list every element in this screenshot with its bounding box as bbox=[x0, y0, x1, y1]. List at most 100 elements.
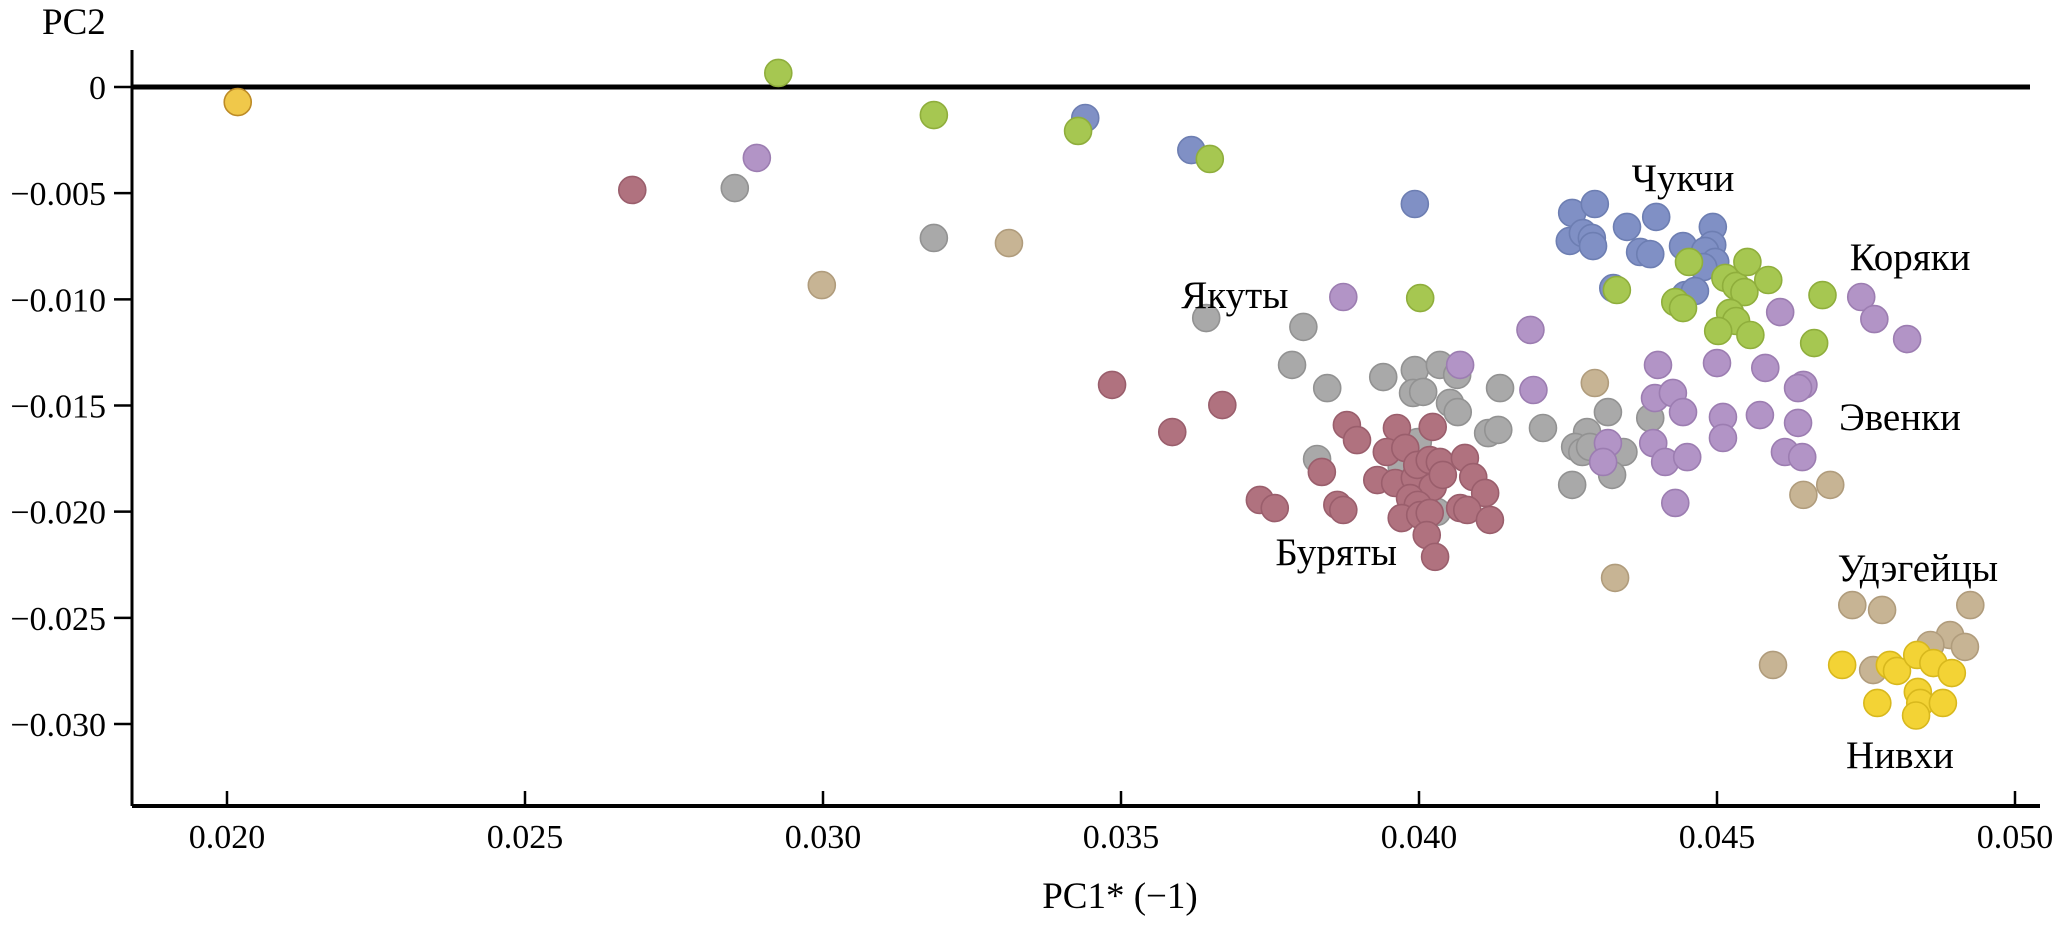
data-point-Коряки bbox=[1808, 280, 1837, 310]
series-Коряки bbox=[763, 58, 1837, 358]
y-tick-label: −0.005 bbox=[10, 176, 106, 213]
data-point-Нивхи bbox=[1863, 688, 1892, 718]
data-point-Эвенки bbox=[1516, 315, 1545, 345]
data-point-Буряты bbox=[1097, 370, 1127, 400]
data-point-Эвенки bbox=[1765, 297, 1795, 327]
data-point-Нивхи bbox=[1937, 658, 1967, 688]
data-point-Эвенки bbox=[1860, 304, 1889, 334]
data-point-Коряки bbox=[1602, 275, 1632, 305]
series-Удэгейцы bbox=[807, 228, 1985, 685]
data-point-Якуты bbox=[919, 223, 949, 253]
data-point-Эвенки bbox=[1672, 442, 1702, 472]
data-point-Коряки bbox=[1674, 247, 1704, 277]
series-Якуты bbox=[720, 173, 1665, 527]
data-point-Эвенки bbox=[1329, 282, 1358, 312]
series-outlier-orange bbox=[223, 87, 253, 117]
data-point-Якуты bbox=[1368, 362, 1398, 392]
x-tick-label: 0.025 bbox=[487, 819, 564, 856]
cluster-label-Удэгейцы: Удэгейцы bbox=[1838, 547, 1998, 590]
data-point-Эвенки bbox=[1787, 442, 1817, 472]
data-point-Эвенки bbox=[1519, 375, 1548, 405]
cluster-label-Чукчи: Чукчи bbox=[1632, 157, 1735, 200]
data-point-Чукчи bbox=[1578, 231, 1608, 261]
data-point-Буряты bbox=[1157, 417, 1187, 447]
data-point-Нивхи bbox=[1827, 650, 1857, 680]
cluster-label-Буряты: Буряты bbox=[1275, 531, 1397, 574]
y-tick-label: −0.020 bbox=[10, 495, 106, 532]
data-point-Чукчи bbox=[1580, 189, 1610, 219]
data-point-Якуты bbox=[1557, 470, 1587, 500]
x-tick-label: 0.050 bbox=[1977, 819, 2054, 856]
data-point-Коряки bbox=[1799, 328, 1829, 358]
data-point-Эвенки bbox=[742, 143, 772, 173]
data-point-Эвенки bbox=[1702, 348, 1732, 378]
y-tick-label: −0.015 bbox=[10, 388, 106, 425]
cluster-label-Эвенки: Эвенки bbox=[1839, 396, 1961, 439]
data-point-outlier-orange bbox=[223, 87, 253, 117]
cluster-label-Коряки: Коряки bbox=[1850, 236, 1971, 279]
series-Эвенки bbox=[742, 143, 1922, 518]
data-point-Коряки bbox=[1736, 320, 1765, 350]
data-point-Якуты bbox=[1485, 373, 1515, 403]
x-tick-label: 0.045 bbox=[1679, 819, 1756, 856]
x-tick-label: 0.035 bbox=[1083, 819, 1160, 856]
y-tick-label: −0.030 bbox=[10, 707, 106, 744]
data-point-Коряки bbox=[1753, 265, 1783, 295]
data-point-Эвенки bbox=[1588, 447, 1618, 477]
data-point-Удэгейцы bbox=[1950, 632, 1980, 662]
data-point-Эвенки bbox=[1660, 488, 1690, 518]
data-point-Эвенки bbox=[1445, 350, 1475, 380]
x-tick-label: 0.040 bbox=[1381, 819, 1458, 856]
data-point-Удэгейцы bbox=[1815, 470, 1845, 500]
data-point-Коряки bbox=[1063, 116, 1093, 146]
data-point-Буряты bbox=[617, 175, 647, 205]
data-point-Коряки bbox=[1668, 293, 1698, 323]
data-point-Эвенки bbox=[1643, 350, 1673, 380]
data-point-Буряты bbox=[1428, 460, 1458, 490]
data-point-Якуты bbox=[1312, 373, 1342, 403]
data-point-Якуты bbox=[720, 173, 750, 203]
data-point-Удэгейцы bbox=[1867, 595, 1897, 625]
data-point-Коряки bbox=[1730, 277, 1759, 307]
data-point-Буряты bbox=[1418, 412, 1448, 442]
data-point-Удэгейцы bbox=[1758, 650, 1788, 680]
data-point-Якуты bbox=[1593, 397, 1623, 427]
y-tick-label: −0.010 bbox=[10, 282, 106, 319]
data-point-Чукчи bbox=[1641, 202, 1671, 232]
data-point-Нивхи bbox=[1928, 688, 1958, 718]
series-Буряты bbox=[617, 175, 1505, 572]
data-point-Якуты bbox=[1528, 413, 1558, 443]
data-point-Коряки bbox=[1195, 144, 1225, 174]
data-point-Эвенки bbox=[1783, 408, 1813, 438]
series-Нивхи bbox=[1827, 640, 1967, 730]
data-point-Эвенки bbox=[1745, 400, 1775, 430]
data-point-Удэгейцы bbox=[1837, 590, 1867, 620]
data-point-Якуты bbox=[1277, 350, 1307, 380]
data-point-Эвенки bbox=[1668, 397, 1698, 427]
data-point-Якуты bbox=[1483, 415, 1513, 445]
cluster-label-Нивхи: Нивхи bbox=[1846, 734, 1954, 777]
data-point-Буряты bbox=[1260, 493, 1290, 523]
data-point-Чукчи bbox=[1612, 212, 1642, 242]
data-point-Эвенки bbox=[1708, 423, 1738, 453]
axes-layer: 0.020 0.025 0.030 0.035 0.040 0.045 0.050 0 −0.0… bbox=[10, 50, 2053, 856]
data-point-Коряки bbox=[1703, 316, 1733, 346]
data-point-Буряты bbox=[1329, 495, 1358, 525]
data-point-Удэгейцы bbox=[1789, 480, 1818, 510]
data-points-layer bbox=[223, 58, 1985, 730]
x-axis-title: PC1* (−1) bbox=[1042, 876, 1198, 917]
x-tick-label: 0.020 bbox=[189, 819, 266, 856]
data-point-Эвенки bbox=[1783, 373, 1813, 403]
data-point-Буряты bbox=[1420, 542, 1450, 572]
data-point-Коряки bbox=[763, 58, 793, 88]
data-point-Буряты bbox=[1342, 425, 1372, 455]
data-point-Эвенки bbox=[1892, 324, 1922, 354]
data-point-Удэгейцы bbox=[1956, 590, 1985, 620]
data-point-Эвенки bbox=[1750, 353, 1780, 383]
data-point-Коряки bbox=[919, 100, 949, 130]
data-point-Коряки bbox=[1733, 247, 1762, 277]
x-tick-label: 0.030 bbox=[785, 819, 862, 856]
data-point-Буряты bbox=[1307, 457, 1337, 487]
